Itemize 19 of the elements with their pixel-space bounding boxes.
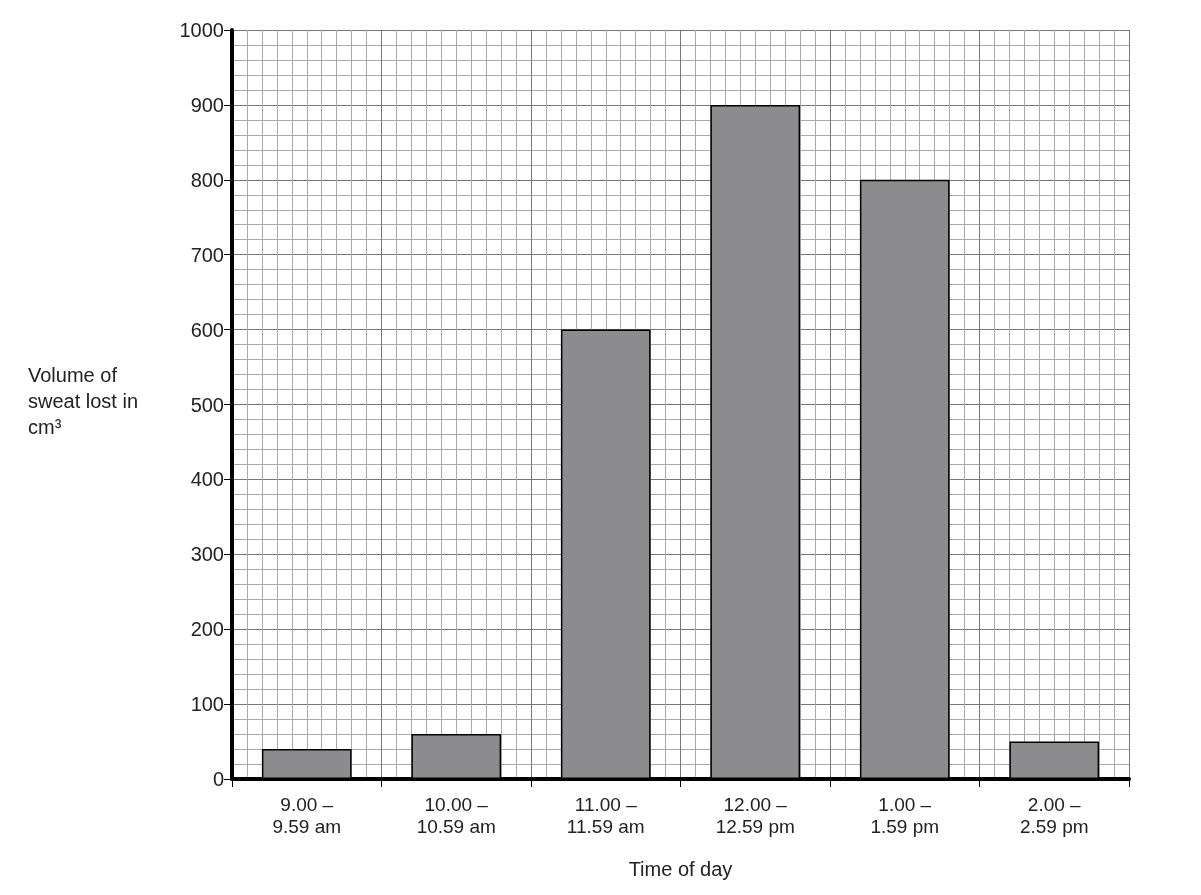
y-tick-label: 400 [190, 468, 224, 491]
y-tick-label: 100 [190, 693, 224, 716]
x-axis-title: Time of day [628, 858, 733, 880]
x-tick-label: 2.00 – 2.59 pm [1019, 793, 1089, 837]
y-tick-label: 600 [190, 318, 224, 341]
y-axis-title: Volume of sweat lost in cm³ [28, 364, 144, 438]
y-tick-label: 300 [190, 543, 224, 566]
y-tick-label: 900 [190, 93, 224, 116]
x-tick-label: 11.00 – 11.59 am [566, 793, 645, 837]
y-tick-label: 200 [190, 618, 224, 641]
y-tick-label: 0 [212, 768, 224, 790]
y-tick-label: 1000 [179, 19, 224, 41]
y-tick-label: 700 [190, 243, 224, 266]
x-tick-label: 9.00 – 9.59 am [272, 793, 342, 837]
y-tick-label: 800 [190, 168, 224, 191]
x-tick-label: 1.00 – 1.59 pm [870, 793, 940, 837]
y-tick-label: 500 [190, 393, 224, 416]
x-tick-label: 10.00 – 10.59 am [416, 793, 496, 837]
x-tick-label: 12.00 – 12.59 pm [715, 793, 795, 837]
